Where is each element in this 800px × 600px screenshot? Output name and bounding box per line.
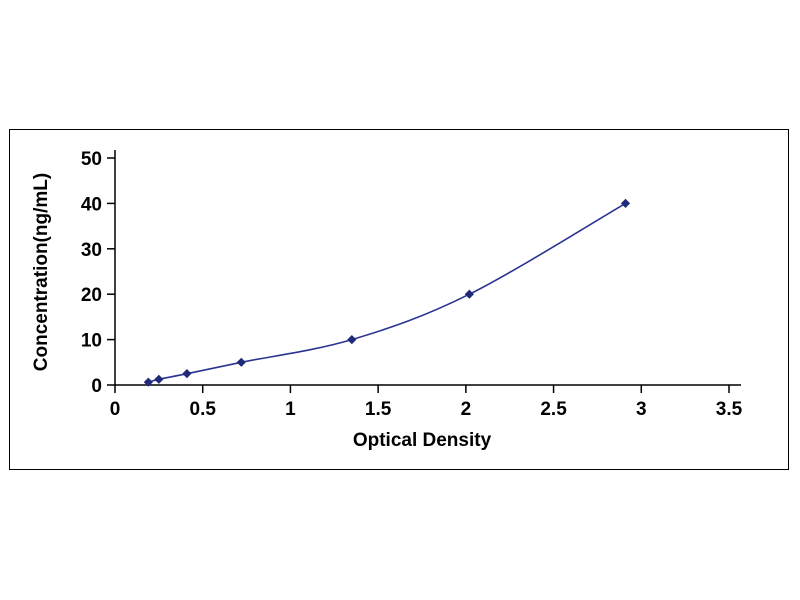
data-point-marker [182, 369, 192, 379]
data-point-marker [347, 335, 357, 345]
y-tick-label: 10 [81, 331, 102, 352]
x-tick-label: 3.5 [716, 399, 743, 420]
series-line [148, 202, 626, 383]
y-tick-label: 20 [81, 285, 102, 306]
data-point-marker [464, 289, 474, 299]
chart-generated-layer: 0 0.5 1 1.5 2 2.5 3 3.5 0 10 20 30 40 50 [81, 149, 743, 420]
y-tick-label: 0 [91, 376, 102, 397]
x-tick-label: 1 [285, 399, 296, 420]
x-tick-label: 2.5 [540, 399, 567, 420]
standard-curve-chart: 0 0.5 1 1.5 2 2.5 3 3.5 0 10 20 30 40 50 Optical Dens… [31, 149, 743, 451]
y-tick-label: 40 [81, 194, 102, 215]
x-tick-label: 1.5 [365, 399, 392, 420]
y-axis-title: Concentration(ng/mL) [31, 173, 52, 371]
x-tick-label: 0 [110, 399, 121, 420]
chart-frame: 0 0.5 1 1.5 2 2.5 3 3.5 0 10 20 30 40 50 Optical Dens… [9, 129, 789, 470]
x-tick-label: 3 [636, 399, 647, 420]
data-point-marker [154, 374, 164, 384]
y-tick-label: 50 [81, 149, 102, 170]
y-tick-label: 30 [81, 240, 102, 261]
data-point-marker [620, 198, 631, 208]
x-tick-label: 2 [461, 399, 472, 420]
x-tick-label: 0.5 [190, 399, 217, 420]
data-point-marker [236, 357, 246, 367]
x-axis-title: Optical Density [353, 430, 492, 451]
